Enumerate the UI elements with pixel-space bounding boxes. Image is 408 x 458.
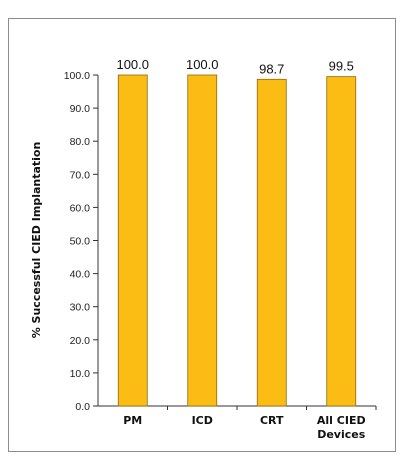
data-label: 98.7: [259, 61, 284, 76]
y-tick-label: 30.0: [70, 302, 91, 314]
y-tick-label: 50.0: [70, 236, 91, 248]
bar: [117, 74, 148, 407]
y-tick-label: 70.0: [70, 169, 91, 181]
data-label: 100.0: [116, 57, 149, 72]
y-tick-label: 90.0: [70, 103, 91, 115]
bar: [187, 74, 218, 407]
y-tick-label: 80.0: [70, 136, 91, 148]
y-tick-label: 0.0: [75, 401, 90, 413]
bar: [326, 76, 357, 407]
x-tick-label: Devices: [317, 428, 366, 441]
y-axis-label: % Successful CIED Implantation: [30, 142, 43, 339]
y-tick-label: 100.0: [64, 70, 90, 82]
bar: [256, 78, 287, 407]
x-tick-label: CRT: [260, 414, 284, 427]
y-tick-label: 40.0: [70, 269, 91, 281]
y-tick-label: 10.0: [70, 368, 91, 380]
data-label: 100.0: [186, 57, 219, 72]
data-label: 99.5: [329, 59, 354, 74]
x-tick-label: PM: [123, 414, 142, 427]
x-tick-label: All CIED: [317, 414, 366, 427]
y-tick-label: 60.0: [70, 202, 91, 214]
y-tick-label: 20.0: [70, 335, 91, 347]
x-tick-label: ICD: [192, 414, 213, 427]
